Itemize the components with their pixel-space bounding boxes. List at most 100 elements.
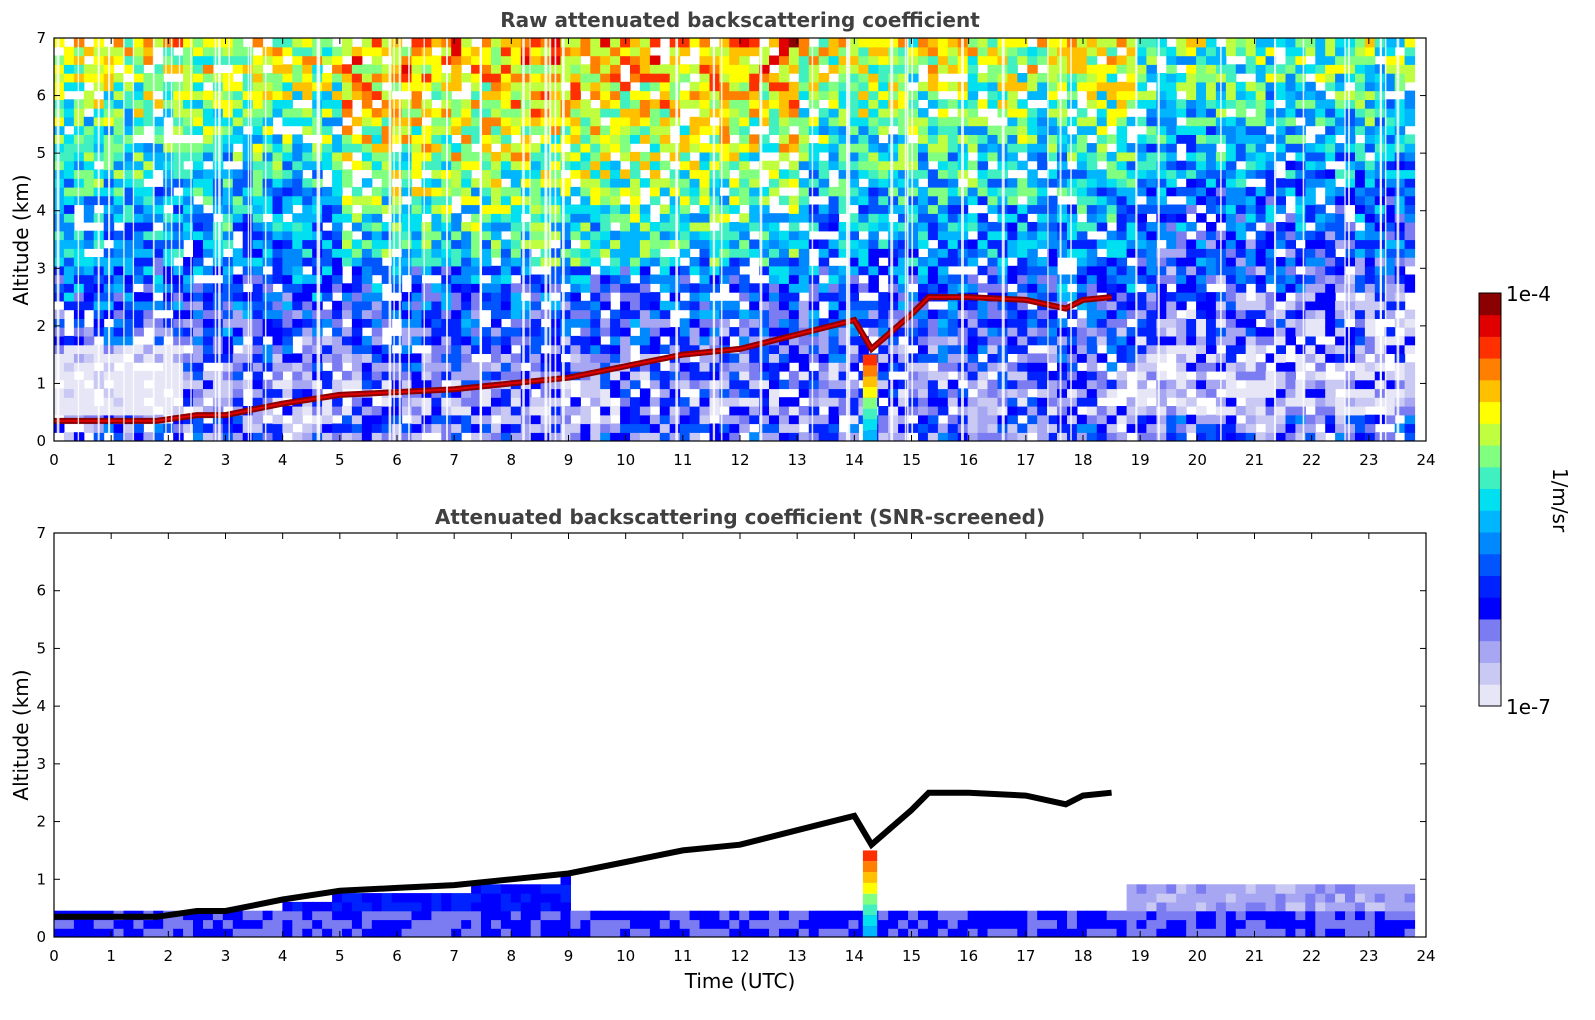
heatmap-cell [232, 414, 244, 425]
heatmap-cell [719, 99, 730, 109]
heatmap-cell [1196, 178, 1207, 188]
heatmap-cell [342, 230, 353, 241]
heatmap-cell [1047, 134, 1058, 144]
heatmap-cell [908, 300, 919, 311]
heatmap-cell [828, 116, 840, 127]
heatmap-cell [381, 38, 393, 48]
heatmap-cell [1166, 169, 1177, 179]
heatmap-cell [649, 300, 661, 311]
heatmap-cell [322, 195, 333, 206]
heatmap-cell [590, 55, 601, 65]
heatmap-cell [1017, 248, 1028, 258]
heatmap-cell [967, 73, 979, 83]
heatmap-cell [63, 160, 75, 171]
heatmap-cell [63, 353, 75, 363]
heatmap-cell [1186, 46, 1197, 57]
heatmap-cell [977, 125, 989, 135]
heatmap-cell [63, 116, 75, 127]
heatmap-cell [1186, 265, 1197, 276]
heatmap-cell [1017, 213, 1028, 223]
heatmap-cell [491, 222, 502, 232]
heatmap-cell [639, 81, 651, 92]
heatmap-cell [510, 414, 522, 425]
heatmap-cell [1106, 73, 1118, 83]
heatmap-cell [788, 239, 800, 249]
heatmap-cell [481, 406, 492, 416]
heatmap-cell [471, 397, 482, 407]
heatmap-cell [63, 178, 75, 188]
heatmap-cell [1245, 370, 1257, 381]
heatmap-cell [1196, 318, 1207, 328]
heatmap-cell [967, 397, 979, 407]
heatmap-cell [788, 248, 800, 258]
heatmap-cell [153, 230, 164, 241]
heatmap-cell [1156, 213, 1167, 223]
heatmap-cell [1126, 283, 1138, 293]
heatmap-cell [1076, 134, 1088, 144]
heatmap-cell [1067, 397, 1078, 407]
heatmap-cell [461, 160, 472, 171]
heatmap-cell [987, 73, 998, 83]
heatmap-cell [371, 90, 383, 100]
heatmap-cell [1176, 99, 1187, 109]
heatmap-cell [510, 397, 522, 407]
heatmap-cell [173, 143, 184, 153]
heatmap-cell [1086, 222, 1098, 232]
heatmap-cell [133, 300, 144, 311]
heatmap-cell [918, 423, 929, 433]
heatmap-cell [927, 230, 939, 241]
heatmap-cell [769, 300, 780, 311]
heatmap-cell [967, 257, 979, 267]
heatmap-cell [1146, 318, 1157, 328]
heatmap-cell [1235, 169, 1247, 179]
heatmap-cell [659, 160, 671, 171]
heatmap-cell [937, 204, 949, 214]
heatmap-cell [590, 397, 601, 407]
heatmap-cell [143, 99, 154, 109]
heatmap-cell [1225, 379, 1237, 390]
heatmap-cell [1096, 186, 1108, 197]
heatmap-cell [1067, 73, 1078, 83]
heatmap-cell [371, 362, 383, 372]
heatmap-cell [1156, 406, 1167, 416]
heatmap-cell [431, 222, 442, 232]
heatmap-cell [1057, 283, 1068, 293]
heatmap-cell [1255, 379, 1267, 390]
heatmap-cell [222, 46, 234, 57]
heatmap-cell [620, 265, 631, 276]
heatmap-cell [481, 169, 492, 179]
heatmap-cell [232, 186, 244, 197]
heatmap-cell [1096, 125, 1108, 135]
heatmap-cell [183, 300, 194, 311]
heatmap-cell [1037, 335, 1048, 346]
heatmap-cell [421, 151, 432, 162]
heatmap-cell [1136, 204, 1147, 214]
heatmap-cell [183, 309, 194, 319]
heatmap-cell [232, 397, 244, 407]
heatmap-cell [451, 423, 462, 433]
heatmap-cell [143, 370, 154, 381]
heatmap-cell [749, 151, 760, 162]
heatmap-cell [739, 134, 750, 144]
heatmap-cell [1037, 423, 1048, 433]
heatmap-cell [788, 64, 800, 74]
heatmap-cell [1225, 204, 1237, 214]
heatmap-cell [600, 353, 611, 363]
heatmap-cell [987, 362, 998, 372]
heatmap-cell [1136, 213, 1147, 223]
heatmap-cell [1106, 300, 1118, 311]
heatmap-cell [927, 204, 939, 214]
heatmap-cell [808, 309, 820, 319]
heatmap-cell [1166, 414, 1177, 425]
heatmap-cell [1196, 388, 1207, 398]
heatmap-cell [351, 414, 363, 425]
heatmap-cell [639, 46, 651, 57]
heatmap-cell [1027, 116, 1038, 127]
heatmap-cell [63, 134, 75, 144]
heatmap-cell [123, 248, 134, 258]
heatmap-cell [838, 292, 850, 302]
heatmap-cell [639, 432, 651, 441]
heatmap-cell [193, 178, 204, 188]
heatmap-cell [808, 151, 820, 162]
heatmap-cell [421, 55, 432, 65]
